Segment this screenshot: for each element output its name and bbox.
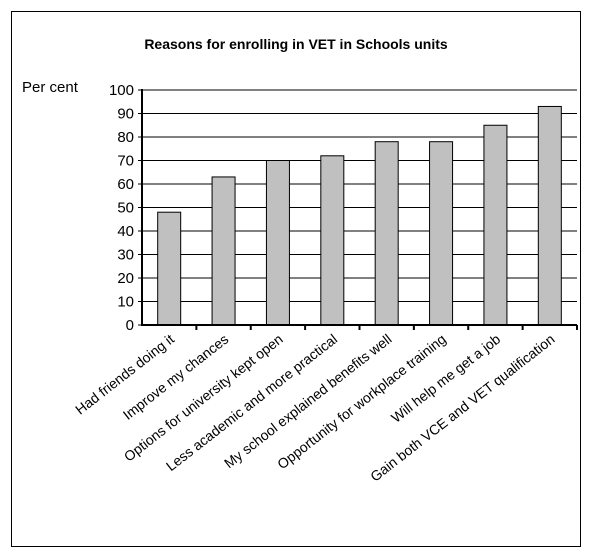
bar bbox=[157, 211, 182, 326]
y-tick-labels: 0 10 20 30 40 50 60 70 80 90 100 bbox=[109, 82, 134, 334]
y-tick-label: 100 bbox=[109, 82, 134, 99]
bars bbox=[157, 105, 562, 326]
y-tick-label: 80 bbox=[117, 129, 134, 146]
y-tick-label: 30 bbox=[117, 247, 134, 264]
y-tick-label: 90 bbox=[117, 106, 134, 123]
bar bbox=[537, 105, 562, 326]
y-tick-label: 50 bbox=[117, 200, 134, 217]
y-tick-label: 10 bbox=[117, 294, 134, 311]
y-tick-label: 0 bbox=[126, 317, 134, 334]
gridlines bbox=[142, 89, 577, 302]
y-tick-label: 70 bbox=[117, 153, 134, 170]
bar bbox=[211, 176, 236, 326]
y-tick-label: 20 bbox=[117, 270, 134, 287]
bar bbox=[483, 124, 508, 326]
bar bbox=[320, 155, 345, 326]
chart-title: Reasons for enrolling in VET in Schools … bbox=[144, 36, 448, 52]
axes bbox=[138, 89, 578, 330]
bar bbox=[374, 141, 399, 326]
bar bbox=[265, 160, 290, 326]
y-tick-label: 60 bbox=[117, 176, 134, 193]
category-label: Had friends doing it bbox=[72, 331, 177, 418]
bar bbox=[429, 141, 454, 326]
y-axis-label: Per cent bbox=[22, 79, 79, 96]
y-tick-label: 40 bbox=[117, 223, 134, 240]
